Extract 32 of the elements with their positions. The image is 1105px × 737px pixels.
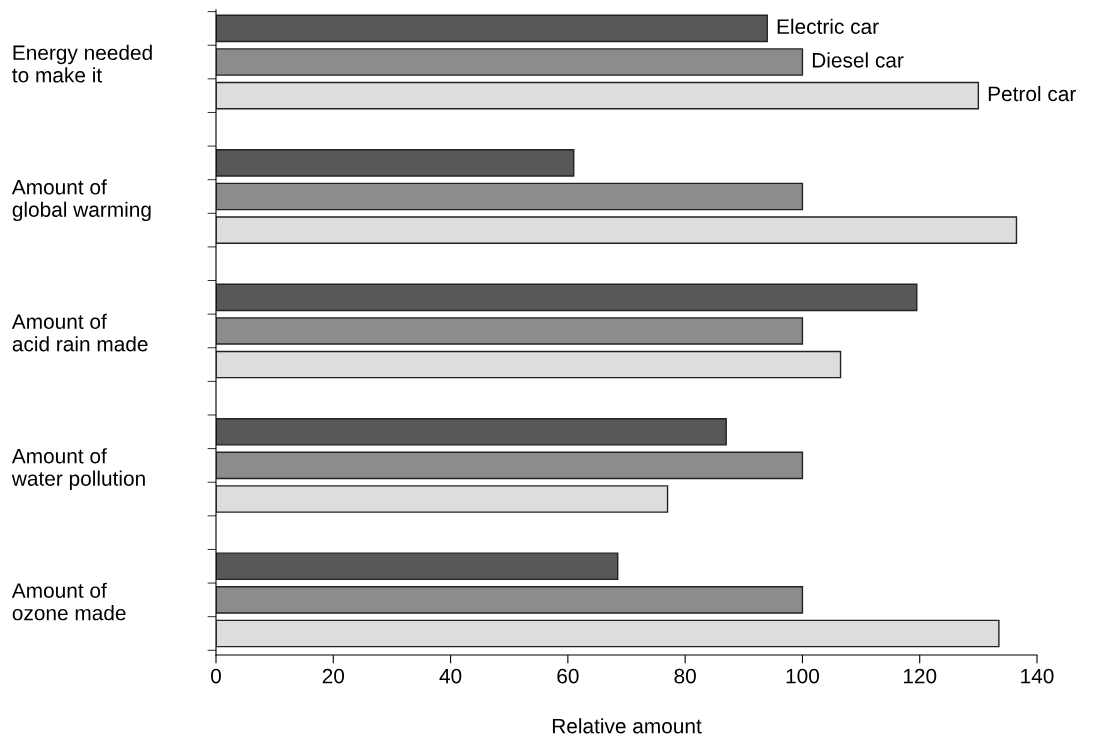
x-tick-label: 20 [322,668,345,684]
bar [216,417,727,446]
bar [216,619,1000,648]
y-tick-label: Amount of acid rain made [11,313,148,352]
bar [216,317,804,345]
bar [216,552,619,581]
x-tick-label: 80 [674,668,696,684]
bar [216,48,804,76]
x-axis-title: Relative amount [552,718,702,734]
bar [216,451,804,480]
series-label: Diesel car [812,52,904,68]
bar [216,216,1018,244]
series-label: Electric car [777,18,879,35]
bar [216,586,804,614]
bar [216,485,669,513]
y-tick-label: Energy needed to make it [12,44,152,83]
bar [216,350,842,379]
x-tick-label: 140 [1021,668,1054,684]
y-tick-label: Amount of global warming [11,179,151,222]
series-label: Petrol car [988,85,1076,102]
x-tick-label: 60 [557,668,579,684]
x-tick-label: 40 [439,668,462,684]
bar [216,182,804,211]
x-tick-label: 100 [786,668,819,684]
bar [216,14,768,43]
x-tick-label: 120 [903,668,937,684]
bar [216,283,918,312]
x-tick-label: 0 [211,668,221,684]
bar [216,149,575,177]
bar [216,81,980,110]
y-tick-label: Amount of ozone made [11,582,126,621]
y-tick-label: Amount of water pollution [11,448,145,491]
